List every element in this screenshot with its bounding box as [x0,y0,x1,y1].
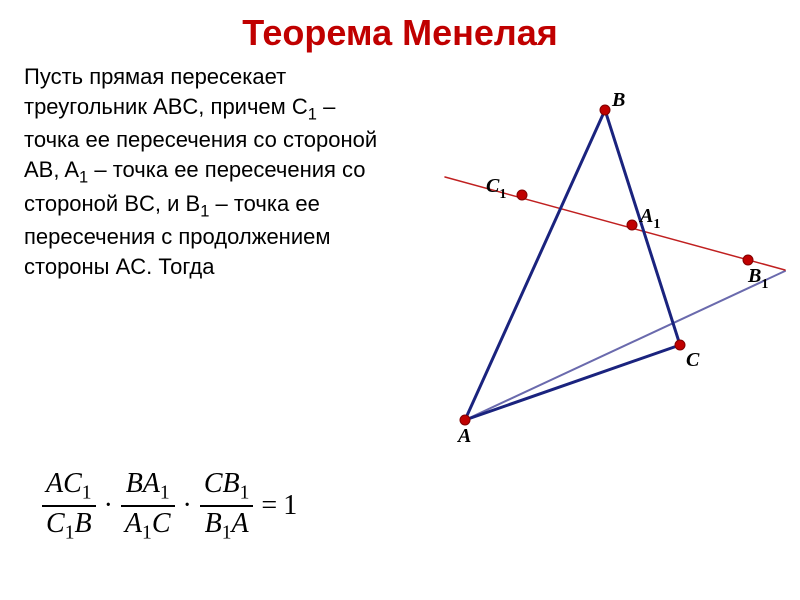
body-sub1: 1 [308,105,317,123]
fraction: AC1C1B [42,467,96,545]
body-p1: Пусть прямая пересекает треугольник ABC,… [24,64,308,119]
side-AB [465,110,605,420]
diagram: ABCA1B1C1 [390,80,790,460]
page-title: Теорема Менелая [0,0,800,62]
fraction: CB1B1A [200,467,254,545]
label-C: C1 [486,175,506,202]
body-sub3: 1 [200,202,209,220]
point-B [600,105,610,115]
fraction: BA1A1C [121,467,175,545]
side-AC [465,345,680,420]
dot: · [104,490,113,522]
side-BC [605,110,680,345]
point-C1 [517,190,527,200]
point-B1 [743,255,753,265]
theorem-text: Пусть прямая пересекает треугольник ABC,… [24,62,384,282]
point-A [460,415,470,425]
point-C [675,340,685,350]
label-B: B [611,89,625,111]
label-A: A [456,425,471,447]
dot: · [183,490,192,522]
rhs: 1 [283,490,297,522]
equals: = [261,490,277,522]
point-A1 [627,220,637,230]
diagram-svg: ABCA1B1C1 [390,80,790,460]
body-sub2: 1 [79,168,88,186]
label-C: C [686,349,700,371]
line-AC-ext [465,271,785,420]
formula: AC1C1B·BA1A1C·CB1B1A=1 [40,467,297,545]
